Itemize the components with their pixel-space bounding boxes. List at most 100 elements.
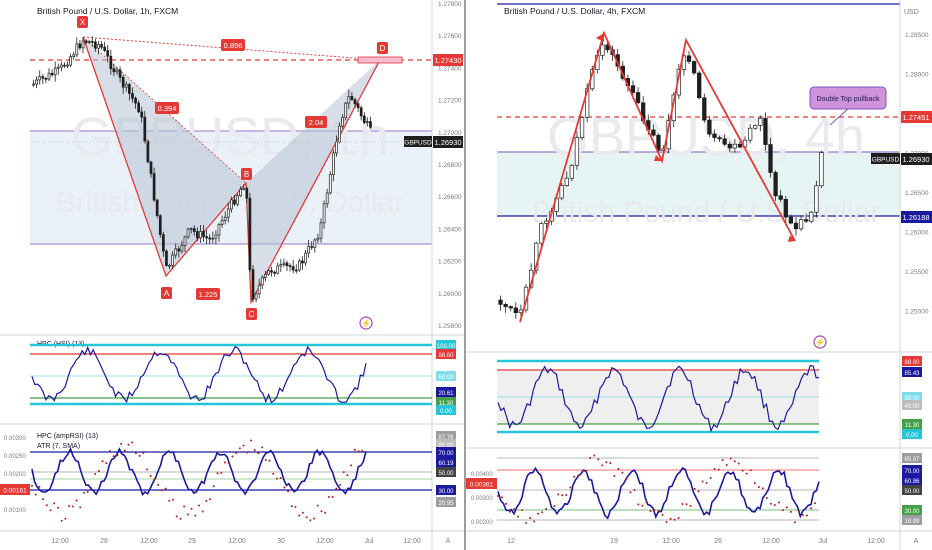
candle <box>87 39 91 44</box>
badge-value: 50.00 <box>438 375 454 381</box>
atr-dot <box>677 517 680 520</box>
candle <box>737 141 743 149</box>
atr-title: ATR (7, SMA) <box>37 443 80 450</box>
candle <box>325 188 329 208</box>
atr-dot <box>298 514 301 517</box>
candle <box>81 37 85 54</box>
candle <box>768 137 773 178</box>
atr-dot <box>105 461 108 464</box>
candle <box>69 53 72 67</box>
atr-dot <box>617 467 620 470</box>
price-tick: 1.26500 <box>905 190 929 197</box>
badge-value: 30.00 <box>438 489 454 495</box>
candle-body <box>325 192 329 205</box>
candle-body <box>366 121 369 123</box>
atr-dot <box>577 474 580 477</box>
atr-dot <box>777 501 780 504</box>
indicator-badge: 50.00 <box>436 467 456 477</box>
right-panel[interactable]: GBPUSD, 4h British Pound / U.S. Dollar B… <box>466 0 932 550</box>
atr-dot <box>525 521 528 524</box>
atr-dot <box>765 496 768 499</box>
lightning-icon[interactable] <box>813 335 827 349</box>
candle <box>214 230 218 245</box>
candle <box>155 198 159 219</box>
candle <box>353 97 357 108</box>
atr-dots <box>31 439 364 522</box>
badge-bg <box>902 356 922 366</box>
svg-text:⚡: ⚡ <box>815 337 825 347</box>
price-tick: 1.26000 <box>438 291 462 298</box>
candle <box>307 239 310 258</box>
candle <box>32 79 35 87</box>
candle-body <box>307 246 310 254</box>
price-tick: 1.27200 <box>438 98 462 105</box>
atr-dot <box>134 452 137 455</box>
candle <box>298 258 301 272</box>
amprsi-title: HPC (ampRSI) (13) <box>37 433 98 440</box>
candle <box>747 123 753 144</box>
candle-body <box>260 276 264 286</box>
point-b: B <box>244 170 249 179</box>
atr-dot <box>335 487 338 490</box>
candle-body <box>220 220 224 225</box>
candle-body <box>353 99 357 105</box>
atr-dot <box>773 504 776 507</box>
candle-body <box>498 299 503 305</box>
candle <box>294 264 298 274</box>
candle-body <box>97 44 100 49</box>
candle-body <box>291 266 295 271</box>
badge-bg <box>436 447 456 457</box>
candle <box>798 215 804 232</box>
candle-body <box>242 188 246 190</box>
price-tick: 1.28500 <box>905 32 929 39</box>
auto-scale-button[interactable]: A <box>914 538 919 545</box>
atr-dot <box>545 507 548 510</box>
candle-body <box>508 306 513 309</box>
atr-dot <box>223 461 226 464</box>
atr-dot <box>138 454 141 457</box>
candle-body <box>171 254 174 266</box>
candle-body <box>697 72 702 99</box>
amprsi-scale: 0.00400 0.00300 0.00200 <box>471 472 493 526</box>
atr-dot <box>549 500 552 503</box>
left-panel[interactable]: GBPUSD, 1h British Pound / U.S. Dollar B… <box>0 0 464 550</box>
atr-dot <box>309 519 312 522</box>
atr-dot <box>79 506 82 509</box>
candle <box>128 82 131 101</box>
candle-body <box>322 203 326 224</box>
candle <box>186 227 190 240</box>
atr-dot <box>220 471 223 474</box>
candle-body <box>350 96 354 100</box>
atr-dot <box>533 520 536 523</box>
badge-value: 18.99 <box>904 519 920 525</box>
atr-dot <box>361 449 364 452</box>
candle-body <box>793 222 799 230</box>
candle <box>143 110 147 144</box>
atr-dot <box>257 452 260 455</box>
candle <box>264 270 267 282</box>
candle <box>248 192 252 273</box>
candle-body <box>155 199 159 217</box>
candle-body <box>248 197 252 270</box>
badge-value: 60.19 <box>438 461 454 467</box>
atr-dot <box>350 464 353 467</box>
candle <box>53 61 57 82</box>
point-a: A <box>164 289 170 298</box>
atr-dot <box>235 451 238 454</box>
candle-body <box>282 262 286 265</box>
candle-body <box>66 64 69 67</box>
candle <box>783 196 788 224</box>
callout-text: Double Top pullback <box>817 96 880 103</box>
candle <box>539 221 544 250</box>
candle-body <box>819 152 824 187</box>
time-tick: 12:00 <box>51 538 69 545</box>
auto-scale-button[interactable]: A <box>446 538 451 545</box>
candle <box>38 70 42 85</box>
candle <box>41 73 45 85</box>
atr-dot <box>49 509 52 512</box>
price-tick: 1.26600 <box>438 194 462 201</box>
candle-body <box>513 307 518 313</box>
candle-body <box>737 143 743 148</box>
atr-dot <box>194 514 197 517</box>
lightning-icon[interactable] <box>359 316 373 330</box>
